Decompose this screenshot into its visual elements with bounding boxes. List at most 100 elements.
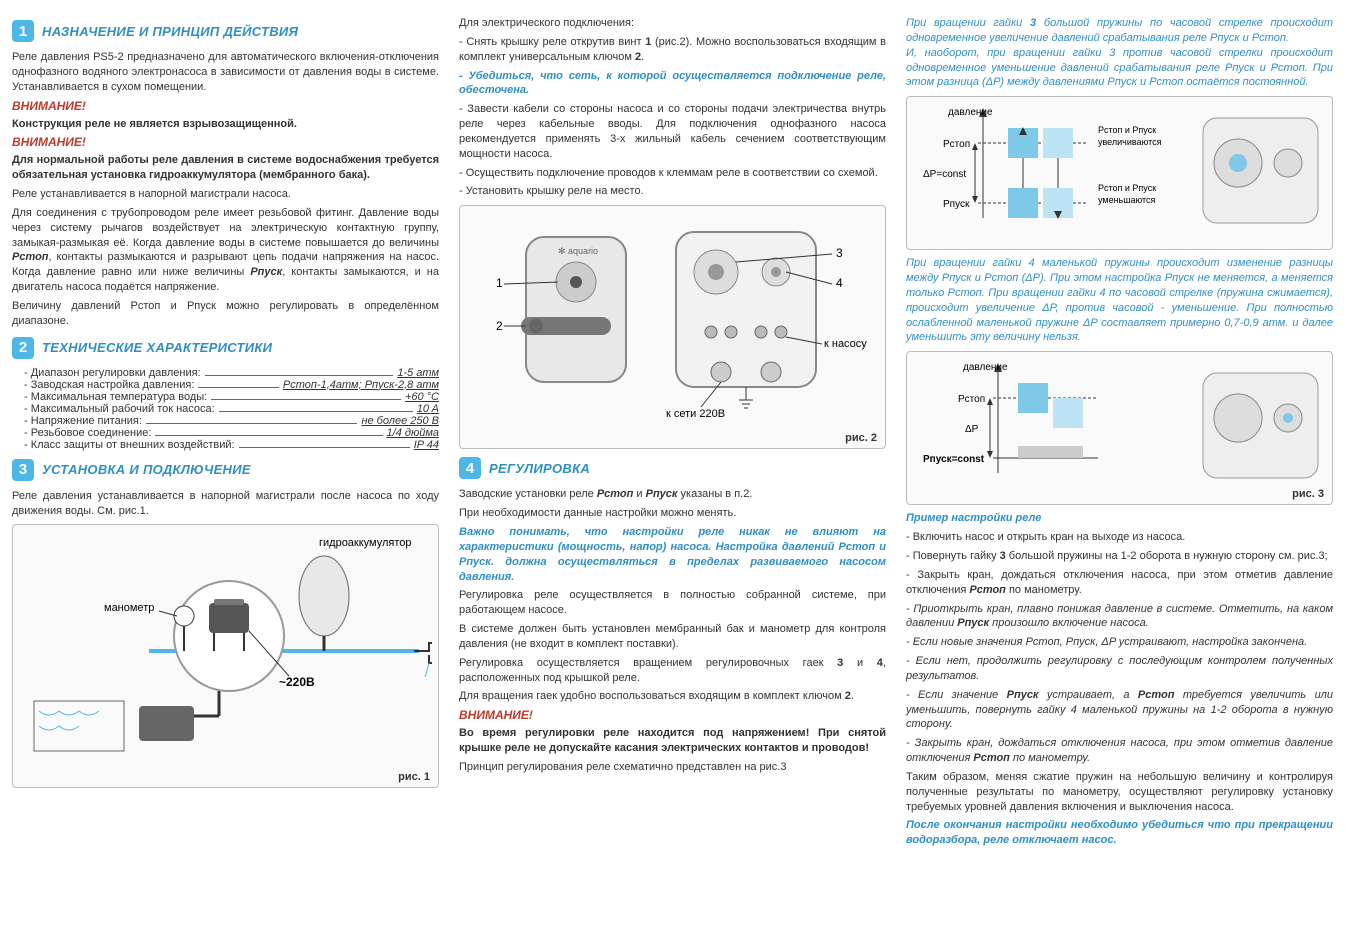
- svg-text:↑: ↑: [159, 758, 166, 761]
- sec3-title: УСТАНОВКА И ПОДКЛЮЧЕНИЕ: [42, 462, 251, 477]
- svg-text:давление: давление: [963, 362, 1008, 373]
- sec2-heading: 2 ТЕХНИЧЕСКИЕ ХАРАКТЕРИСТИКИ: [12, 337, 439, 359]
- ex-p1: - Включить насос и открыть кран на выход…: [906, 530, 1333, 545]
- fig3-caption: рис. 3: [1292, 488, 1324, 500]
- svg-text:Pстоп и Pпуск: Pстоп и Pпуск: [1098, 125, 1156, 135]
- svg-text:4: 4: [836, 276, 843, 290]
- spec-label: - Класс защиты от внешних воздействий:: [24, 439, 235, 451]
- fig1-svg: ↑ ↑ манометр: [19, 531, 432, 761]
- s4p1pusk: Pпуск: [646, 488, 678, 500]
- exp7a: - Если значение: [906, 689, 1007, 701]
- s4p5a: Регулировка осуществляется вращением рег…: [459, 657, 837, 669]
- spec-val: Pстоп-1,4атм; Pпуск-2,8 атм: [283, 379, 439, 391]
- s4p6a: Для вращения гаек удобно воспользоваться…: [459, 690, 845, 702]
- exp4b: произошло включение насоса.: [989, 617, 1149, 629]
- svg-text:к сети 220В: к сети 220В: [666, 408, 725, 420]
- sec4-p2: При необходимости данные настройки можно…: [459, 506, 886, 521]
- exp8a: - Закрыть кран, дождаться отключения нас…: [906, 737, 1333, 764]
- figure-2: ✻ aquario 1 2: [459, 205, 886, 449]
- spec-val: 1-5 атм: [397, 367, 439, 379]
- diagram-1: давление Pстоп Pпуск ΔP=const: [906, 96, 1333, 250]
- exp4p: Pпуск: [957, 617, 989, 629]
- sec4-badge: 4: [459, 457, 481, 479]
- exp8b: по манометру.: [1010, 752, 1090, 764]
- c3-blue-top: При вращении гайки 3 большой пружины по …: [906, 16, 1333, 90]
- svg-text:↑: ↑: [79, 758, 86, 761]
- svg-text:ΔP: ΔP: [965, 424, 979, 435]
- exp3b: по манометру.: [1006, 584, 1082, 596]
- sec1-p3a: Для соединения с трубопроводом реле имее…: [12, 207, 439, 249]
- column-3: При вращении гайки 3 большой пружины по …: [906, 12, 1333, 852]
- diagram-2: давление Pстоп Pпуск=const ΔP рис. 3: [906, 351, 1333, 505]
- exp8s: Pстоп: [973, 752, 1010, 764]
- svg-text:Pпуск=const: Pпуск=const: [923, 454, 985, 465]
- sec1-heading: 1 НАЗНАЧЕНИЕ И ПРИНЦИП ДЕЙСТВИЯ: [12, 20, 439, 42]
- spec-row: - Диапазон регулировки давления:1-5 атм: [24, 367, 439, 379]
- svg-text:✻ aquario: ✻ aquario: [558, 246, 598, 256]
- spec-val: 1/4 дюйма: [387, 427, 439, 439]
- sec4-p3: Регулировка реле осуществляется в полнос…: [459, 588, 886, 618]
- fig2-n1: 1: [496, 276, 503, 290]
- connect-p4: - Установить крышку реле на место.: [459, 184, 886, 199]
- sec4-p5: Регулировка осуществляется вращением рег…: [459, 656, 886, 686]
- svg-text:давление: давление: [948, 107, 993, 118]
- exp7p: Pпуск: [1007, 689, 1039, 701]
- sec4-title: РЕГУЛИРОВКА: [489, 461, 590, 476]
- example-title: Пример настройки реле: [906, 511, 1333, 526]
- column-2: Для электрического подключения: - Снять …: [459, 12, 886, 852]
- c2p1c: .: [641, 51, 644, 63]
- svg-text:ΔP=const: ΔP=const: [923, 169, 966, 180]
- sec1-p4: Величину давлений Pстоп и Pпуск можно ре…: [12, 299, 439, 329]
- ex-p8: - Закрыть кран, дождаться отключения нас…: [906, 736, 1333, 766]
- sec3-heading: 3 УСТАНОВКА И ПОДКЛЮЧЕНИЕ: [12, 459, 439, 481]
- sec2-title: ТЕХНИЧЕСКИЕ ХАРАКТЕРИСТИКИ: [42, 340, 272, 355]
- spec-label: - Резьбовое соединение:: [24, 427, 151, 439]
- ex-p7: - Если значение Pпуск устраивает, а Pсто…: [906, 688, 1333, 733]
- ex-p6: - Если нет, продолжить регулировку с пос…: [906, 654, 1333, 684]
- sec3-p1: Реле давления устанавливается в напорной…: [12, 489, 439, 519]
- fig2-caption: рис. 2: [845, 432, 877, 444]
- spec-val: 10 A: [417, 403, 439, 415]
- svg-text:гидроаккумулятор: гидроаккумулятор: [319, 537, 412, 549]
- svg-text:манометр: манометр: [104, 602, 154, 614]
- spec-label: - Напряжение питания:: [24, 415, 142, 427]
- fig2-n2: 2: [496, 319, 503, 333]
- sec4-blue: Важно понимать, что настройки реле никак…: [459, 525, 886, 584]
- svg-text:увеличиваются: увеличиваются: [1098, 137, 1162, 147]
- s4p6b: .: [851, 690, 854, 702]
- c3bta: При вращении гайки: [906, 17, 1030, 29]
- sec1-att2: ВНИМАНИЕ!: [12, 135, 439, 149]
- ex-p9: Таким образом, меняя сжатие пружин на не…: [906, 770, 1333, 815]
- page-columns: 1 НАЗНАЧЕНИЕ И ПРИНЦИП ДЕЙСТВИЯ Реле дав…: [12, 12, 1333, 852]
- sec1-badge: 1: [12, 20, 34, 42]
- sec1-title: НАЗНАЧЕНИЕ И ПРИНЦИП ДЕЙСТВИЯ: [42, 24, 298, 39]
- spec-row: - Напряжение питания: не более 250 В: [24, 415, 439, 427]
- spec-val: не более 250 В: [361, 415, 439, 427]
- svg-text:~220В: ~220В: [279, 675, 315, 689]
- spec-val: IP 44: [414, 439, 439, 451]
- s4p5b: и: [843, 657, 877, 669]
- spec-row: - Заводская настройка давления:Pстоп-1,4…: [24, 379, 439, 391]
- svg-text:3: 3: [836, 246, 843, 260]
- spec-row: - Класс защиты от внешних воздействий: IP…: [24, 439, 439, 451]
- sec4-p7: Принцип регулирования реле схематично пр…: [459, 760, 886, 775]
- s4p1c: указаны в п.2.: [678, 488, 753, 500]
- sec1-p3-pstop: Pстоп: [12, 251, 49, 263]
- spec-row: - Резьбовое соединение: 1/4 дюйма: [24, 427, 439, 439]
- sec4-heading: 4 РЕГУЛИРОВКА: [459, 457, 886, 479]
- sec1-p3-ppusk: Pпуск: [250, 266, 282, 278]
- s4p1b: и: [633, 488, 645, 500]
- connect-blue: - Убедиться, что сеть, к которой осущест…: [459, 69, 886, 99]
- fig2-svg: ✻ aquario 1 2: [466, 212, 879, 422]
- connect-p2: - Завести кабели со стороны насоса и со …: [459, 102, 886, 161]
- svg-text:Pпуск: Pпуск: [943, 199, 970, 210]
- exp2b: большой пружины на 1-2 оборота в нужную …: [1006, 550, 1328, 562]
- spec-list: - Диапазон регулировки давления:1-5 атм-…: [24, 367, 439, 451]
- figure-1: ↑ ↑ манометр: [12, 524, 439, 788]
- connect-p3: - Осуществить подключение проводов к кле…: [459, 166, 886, 181]
- column-1: 1 НАЗНАЧЕНИЕ И ПРИНЦИП ДЕЙСТВИЯ Реле дав…: [12, 12, 439, 852]
- spec-label: - Максимальная температура воды:: [24, 391, 207, 403]
- spec-val: +60 °C: [405, 391, 439, 403]
- ex-p3: - Закрыть кран, дождаться отключения нас…: [906, 568, 1333, 598]
- sec1-p1: Реле давления PS5-2 предназначено для ав…: [12, 50, 439, 95]
